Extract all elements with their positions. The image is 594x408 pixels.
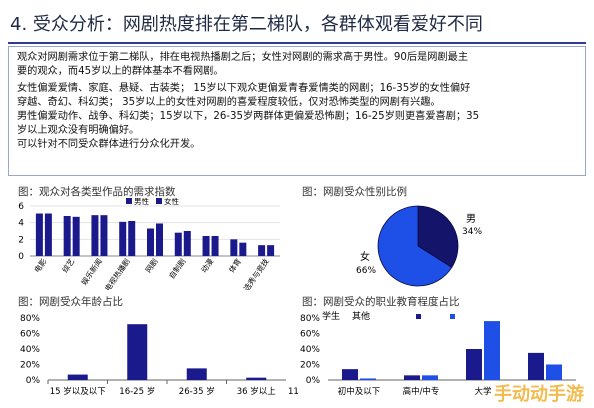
y-tick-label: 40%: [300, 345, 320, 355]
summary-box: 观众对网剧需求位于第二梯队，排在电视热播剧之后；女性对网剧的需求高于男性。90后…: [8, 46, 586, 176]
x-tick-label: 11: [288, 387, 298, 397]
gender-pie-chart: 男 34% 女 66%: [356, 205, 482, 287]
page-title: 4. 受众分析：网剧热度排在第二梯队，各群体观看爱好不同: [10, 14, 483, 35]
demand-bar: [147, 228, 154, 256]
x-tick-label: 网剧: [144, 257, 160, 274]
summary-line: 女性偏爱爱情、家庭、悬疑、古装类； 15岁以下观众更偏爱青春爱情类的网剧；16-…: [17, 83, 471, 94]
demand-bar: [230, 239, 238, 256]
summary-line: 穿越、奇幻、科幻类； 35岁以上的女性对网剧的喜爱程度较低，仅对恐怖类型的网剧有…: [17, 97, 441, 108]
y-tick-label: 60%: [20, 330, 40, 340]
age-bar: [67, 374, 88, 380]
education-bar: [404, 375, 420, 380]
y-tick-label: 40%: [20, 345, 40, 355]
age-chart-title: 图：网剧受众年龄占比: [18, 296, 123, 308]
age-bar: [186, 368, 207, 380]
education-bar: [466, 349, 482, 380]
demand-bar: [119, 221, 127, 256]
demand-bar: [100, 215, 108, 256]
demand-bar: [202, 236, 210, 256]
legend-swatch: [126, 198, 132, 204]
education-bar: [342, 369, 358, 380]
education-bar: [484, 321, 500, 380]
x-tick-label: 电视热播剧: [102, 256, 132, 290]
x-tick-label: 体育: [226, 256, 243, 274]
x-tick-label: 娱乐新闻: [79, 256, 104, 286]
summary-line: 男性偏爱动作、战争、科幻类；15岁以下，26-35岁两群体更偏爱恐怖剧；16-2…: [17, 111, 480, 122]
age-bar: [127, 324, 148, 380]
age-bar: [246, 377, 267, 380]
legend-label: 学生: [322, 310, 340, 322]
x-tick-label: 选秀与竞技: [241, 256, 271, 290]
demand-bar: [239, 242, 247, 256]
y-tick-label: 0: [18, 252, 24, 262]
summary-line: 岁以上观众没有明确偏好。: [17, 125, 140, 136]
x-tick-label: 高中/中专: [403, 386, 440, 397]
demand-bar: [63, 216, 71, 256]
legend-label: 其他: [352, 310, 370, 322]
y-tick-label: 2: [18, 235, 24, 245]
demand-bar: [91, 215, 99, 256]
demand-bar: [156, 223, 163, 256]
pie-label-name: 男: [466, 213, 476, 225]
demand-bar: [174, 232, 182, 256]
y-tick-label: 20%: [300, 361, 320, 371]
x-tick-label: 15 岁以及以下: [50, 386, 107, 397]
y-tick-label: 4: [18, 219, 24, 229]
demand-bar: [72, 216, 80, 256]
education-bar: [422, 375, 438, 380]
y-tick-label: 6: [18, 202, 24, 212]
x-tick-label: 动漫: [198, 256, 215, 274]
summary-line: 要的观众，而45岁以上的群体基本不看网剧。: [17, 66, 224, 77]
gender-chart-title: 图：网剧受众性别比例: [302, 186, 407, 198]
y-tick-label: 0%: [306, 376, 321, 386]
legend-label: 女性: [164, 198, 179, 206]
demand-chart-title: 图：观众对各类型作品的需求指数: [18, 186, 176, 198]
summary-line: 可以针对不同受众群体进行分众化开发。: [17, 139, 201, 150]
education-chart-title: 图：网剧受众的职业教育程度占比: [302, 296, 460, 308]
demand-bar: [183, 231, 191, 256]
pie-slice: [377, 205, 453, 287]
y-tick-label: 60%: [300, 330, 320, 340]
pie-label-name: 女: [360, 250, 370, 263]
legend-swatch: [450, 314, 455, 319]
demand-bar: [128, 221, 136, 256]
watermark: 手动动手游: [494, 384, 584, 405]
legend-swatch: [156, 198, 162, 204]
x-tick-label: 大学: [474, 386, 492, 397]
demand-bar: [35, 213, 43, 256]
education-bar: [546, 364, 562, 380]
title-divider: [8, 42, 586, 44]
y-tick-label: 80%: [20, 314, 40, 324]
summary-line: 观众对网剧需求位于第二梯队，排在电视热播剧之后；女性对网剧的需求高于男性。90后…: [17, 52, 469, 63]
y-tick-label: 20%: [20, 361, 40, 371]
x-tick-label: 16-25 岁: [119, 386, 155, 397]
age-chart: 0% 20% 40% 60% 80% 15 岁以及以下 16-25 岁 26-35 岁 36 岁…: [20, 314, 298, 397]
legend-label: 男性: [134, 198, 149, 206]
demand-bar: [44, 213, 52, 256]
pie-label-value: 66%: [356, 266, 376, 276]
education-bar: [360, 378, 376, 380]
x-tick-label: 自制剧: [166, 256, 187, 280]
x-tick-label: 电影: [32, 256, 49, 274]
x-tick-label: 36 岁以上: [237, 386, 277, 397]
x-tick-label: 26-35 岁: [179, 386, 215, 397]
y-tick-label: 0%: [26, 376, 41, 386]
x-tick-label: 综艺: [60, 256, 77, 274]
demand-bar: [211, 236, 219, 256]
x-tick-label: 初中及以下: [338, 386, 381, 397]
demand-bar: [267, 245, 275, 256]
pie-label-value: 34%: [462, 227, 482, 237]
education-bar: [528, 352, 544, 380]
demand-bar: [258, 245, 266, 256]
legend-swatch: [416, 314, 421, 319]
y-tick-label: 80%: [300, 314, 320, 324]
